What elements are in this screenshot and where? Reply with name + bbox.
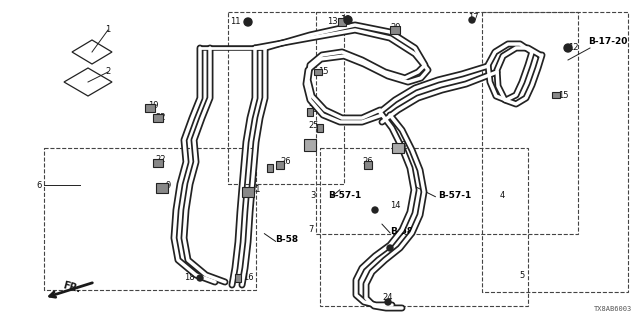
Bar <box>304 139 316 151</box>
Text: 1: 1 <box>106 26 111 35</box>
Text: B-57-1: B-57-1 <box>438 190 471 199</box>
Text: TX8AB6003: TX8AB6003 <box>594 306 632 312</box>
Bar <box>320 148 528 306</box>
Bar <box>235 274 241 282</box>
Circle shape <box>197 275 203 281</box>
Bar <box>267 164 273 172</box>
Text: 5: 5 <box>520 270 525 279</box>
Bar <box>316 12 578 234</box>
Bar <box>392 143 404 153</box>
Bar <box>314 69 322 75</box>
Bar <box>390 26 400 34</box>
Text: 16: 16 <box>243 274 253 283</box>
Bar <box>276 161 284 169</box>
Text: 15: 15 <box>318 68 328 76</box>
Circle shape <box>387 245 393 251</box>
Text: 3: 3 <box>310 190 316 199</box>
Circle shape <box>372 207 378 213</box>
Bar <box>153 159 163 167</box>
Circle shape <box>344 16 352 24</box>
Text: 6: 6 <box>36 180 42 189</box>
Text: 22: 22 <box>155 114 166 123</box>
Bar <box>242 187 254 197</box>
Text: 15: 15 <box>558 91 568 100</box>
Text: 18: 18 <box>184 274 195 283</box>
Bar <box>364 161 372 169</box>
Text: 26: 26 <box>280 157 291 166</box>
Text: B-58: B-58 <box>390 228 413 236</box>
Bar <box>228 12 344 184</box>
Circle shape <box>244 18 252 26</box>
Text: 24: 24 <box>382 293 392 302</box>
Text: 14: 14 <box>390 201 401 210</box>
Bar <box>552 92 560 98</box>
Bar <box>338 18 346 26</box>
Text: 19: 19 <box>148 100 159 109</box>
Bar <box>307 108 313 116</box>
Bar <box>482 12 628 292</box>
Text: B-58: B-58 <box>275 236 298 244</box>
Text: 20: 20 <box>390 23 401 33</box>
Bar <box>153 114 163 122</box>
Circle shape <box>385 299 391 305</box>
Text: B-57-1: B-57-1 <box>328 190 361 199</box>
Circle shape <box>564 44 572 52</box>
Circle shape <box>469 17 475 23</box>
Text: 7: 7 <box>308 226 314 235</box>
Text: 23: 23 <box>308 106 319 115</box>
Text: 11: 11 <box>230 18 241 27</box>
Bar <box>44 148 256 290</box>
Text: 13: 13 <box>328 18 338 27</box>
Text: 10: 10 <box>340 15 351 25</box>
Text: 2: 2 <box>106 68 111 76</box>
Text: 9: 9 <box>165 180 170 189</box>
Text: FR.: FR. <box>62 280 82 294</box>
Text: 21: 21 <box>250 186 260 195</box>
Text: 12: 12 <box>568 44 579 52</box>
Bar <box>145 104 155 112</box>
Text: 4: 4 <box>500 190 505 199</box>
Bar <box>317 124 323 132</box>
Text: 26: 26 <box>362 157 372 166</box>
Text: 8: 8 <box>400 140 405 149</box>
Text: 25: 25 <box>308 121 319 130</box>
Text: 22: 22 <box>155 156 166 164</box>
Text: B-17-20: B-17-20 <box>588 37 627 46</box>
Text: 17: 17 <box>468 13 479 22</box>
Bar <box>156 183 168 193</box>
